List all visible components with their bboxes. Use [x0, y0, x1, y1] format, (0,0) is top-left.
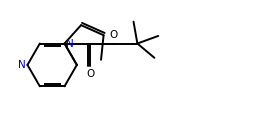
Text: N: N: [18, 60, 25, 70]
Text: O: O: [109, 30, 118, 40]
Text: N: N: [66, 38, 74, 49]
Text: O: O: [86, 69, 94, 79]
